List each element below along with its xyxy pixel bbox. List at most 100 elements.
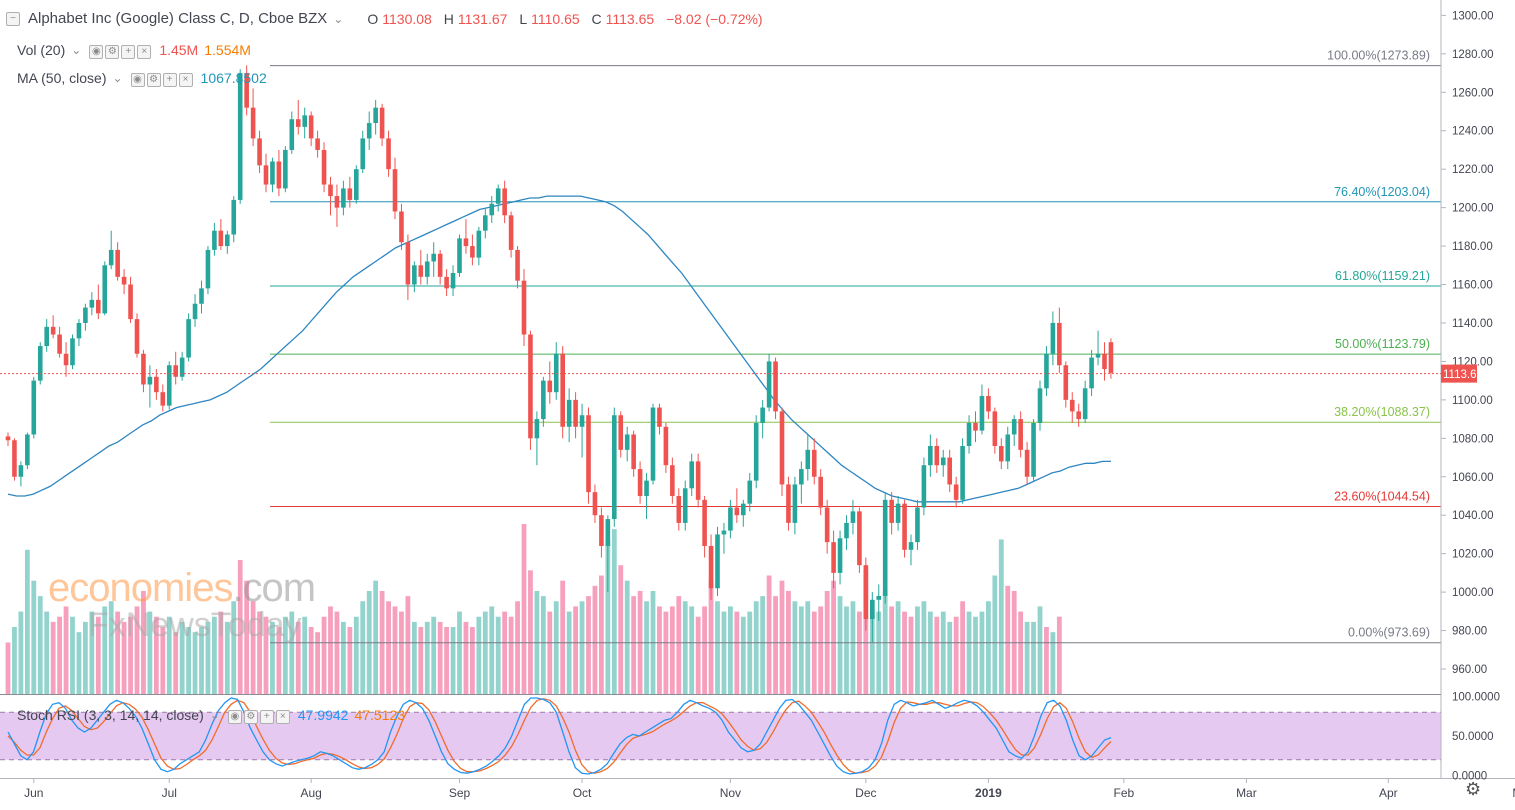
close-icon[interactable]: × — [137, 45, 152, 59]
volume-bar — [805, 601, 811, 694]
candle-body — [283, 149, 288, 189]
volume-bar — [837, 596, 843, 694]
volume-bar — [566, 611, 572, 694]
candle-body — [986, 396, 991, 412]
volume-bar — [844, 606, 849, 694]
volume-bar — [224, 621, 230, 694]
candle-body — [1076, 411, 1081, 420]
volume-bar — [102, 606, 108, 694]
candle-body — [495, 188, 501, 204]
candle-body — [1063, 365, 1069, 400]
candle-body — [276, 161, 282, 189]
more-icon[interactable]: + — [121, 45, 136, 59]
chevron-down-icon[interactable]: ⌄ — [333, 11, 346, 26]
candle-body — [1095, 353, 1101, 358]
volume-bar — [560, 580, 566, 694]
candle-body — [1011, 419, 1017, 435]
chevron-down-icon[interactable]: ⌄ — [71, 43, 84, 57]
candle-body — [263, 165, 269, 185]
price-tick-label: 1300.00 — [1452, 10, 1494, 22]
volume-bar — [334, 611, 340, 694]
volume-bar — [934, 616, 940, 694]
volume-bar — [450, 627, 456, 694]
fibonacci-levels[interactable]: 100.00%(1273.89) 76.40%(1203.04) 61.80%(11… — [270, 49, 1441, 644]
candle-body — [650, 407, 656, 481]
candle-body — [708, 545, 714, 589]
gear-icon[interactable]: ⚙ — [105, 45, 120, 59]
candle-body — [179, 357, 185, 377]
candle-body — [50, 326, 56, 335]
settings-gear-icon[interactable]: ⚙ — [1465, 779, 1482, 799]
stoch-lines — [7, 697, 1112, 775]
volume-bar — [115, 611, 121, 694]
collapse-icon[interactable]: − — [6, 11, 20, 26]
volume-bar — [63, 606, 69, 694]
volume-bar — [179, 621, 185, 694]
eye-icon[interactable]: ◉ — [89, 45, 104, 59]
volume-bar — [915, 606, 920, 694]
symbol-legend: − Alphabet Inc (Google) Class C, D, Cboe… — [6, 10, 767, 27]
candle-body — [831, 542, 836, 573]
symbol-title[interactable]: Alphabet Inc (Google) Class C, D, Cboe B… — [28, 10, 328, 27]
stoch-tick-label: 0.0000 — [1452, 771, 1487, 783]
candle-body — [231, 199, 237, 235]
fib-level-label: 76.40%(1203.04) — [1334, 185, 1430, 199]
volume-bar — [128, 616, 133, 694]
ma-legend[interactable]: MA (50, close) ⌄ ◉ ⚙ + × 1067.8502 — [17, 69, 267, 87]
ma-line — [7, 195, 1111, 503]
volume-bar — [553, 601, 559, 694]
last-price-label: 1113.65 — [1443, 369, 1483, 381]
volume-bar — [424, 621, 430, 694]
volume-bar — [18, 611, 24, 694]
candle-body — [289, 119, 295, 150]
volume-bar — [360, 601, 366, 694]
candle-body — [379, 107, 385, 139]
volume-bar — [644, 601, 649, 694]
volume-bar — [212, 616, 217, 694]
candle-body — [212, 230, 217, 250]
candle-body — [895, 503, 901, 523]
candle-body — [882, 499, 888, 596]
candle-body — [360, 138, 366, 170]
close-icon[interactable]: × — [178, 73, 193, 87]
volume-bar — [257, 611, 262, 694]
candle-body — [547, 380, 553, 393]
candle-body — [811, 449, 817, 477]
close-icon[interactable]: × — [275, 710, 290, 724]
volume-bar — [811, 611, 817, 694]
candle-body — [689, 461, 694, 489]
gear-icon[interactable]: ⚙ — [243, 710, 258, 724]
eye-icon[interactable]: ◉ — [130, 73, 145, 87]
chevron-down-icon[interactable]: ⌄ — [112, 71, 125, 85]
volume-bar — [1005, 585, 1011, 694]
indicator-tools[interactable]: ◉ ⚙ + × — [130, 69, 195, 87]
volume-bar — [1050, 632, 1056, 694]
candle-body — [257, 138, 262, 166]
more-icon[interactable]: + — [162, 73, 177, 87]
volume-bar — [495, 616, 501, 694]
candle-body — [83, 307, 88, 323]
more-icon[interactable]: + — [259, 710, 274, 724]
volume-bar — [431, 616, 437, 694]
indicator-tools[interactable]: ◉ ⚙ + × — [227, 706, 292, 724]
volume-bar — [476, 616, 482, 694]
volume-bar — [708, 580, 714, 694]
candle-body — [541, 380, 546, 420]
volume-bar — [940, 611, 946, 694]
candle-body — [844, 522, 849, 539]
stoch-legend[interactable]: Stoch RSI (3, 3, 14, 14, close) ⌄ ◉ ⚙ + × 4… — [17, 706, 406, 724]
candle-body — [973, 422, 978, 431]
indicator-tools[interactable]: ◉ ⚙ + × — [89, 41, 153, 59]
eye-icon[interactable]: ◉ — [227, 710, 242, 724]
candle-body — [1057, 322, 1062, 366]
candle-body — [637, 469, 643, 496]
candle-body — [483, 215, 488, 231]
time-tick-label: May — [1512, 786, 1515, 800]
chevron-down-icon[interactable]: ⌄ — [209, 708, 222, 722]
candle-body — [741, 503, 746, 516]
volume-bar — [624, 580, 630, 694]
volume-bar — [908, 616, 914, 694]
gear-icon[interactable]: ⚙ — [146, 73, 161, 87]
volume-legend[interactable]: Vol (20) ⌄ ◉ ⚙ + × 1.45M 1.554M — [17, 41, 251, 59]
candle-body — [63, 353, 69, 366]
